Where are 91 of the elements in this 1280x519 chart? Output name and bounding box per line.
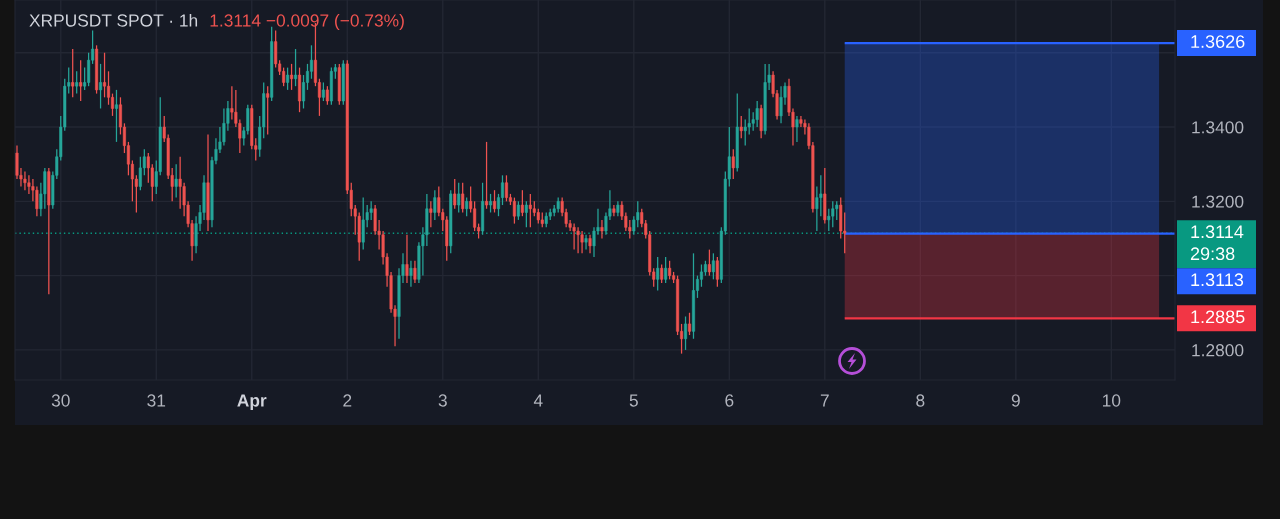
y-tick-label: 1.2800 — [1192, 344, 1244, 357]
x-tick-label: 10 — [1103, 394, 1121, 407]
candlestick — [465, 196, 469, 217]
candlestick — [831, 200, 835, 228]
candlestick — [739, 115, 743, 139]
candlestick — [99, 63, 103, 110]
candlestick — [691, 252, 695, 340]
candlestick — [636, 200, 640, 228]
candlestick — [668, 260, 672, 280]
candlestick — [138, 156, 142, 191]
candlestick — [290, 63, 294, 91]
candlestick — [759, 104, 763, 139]
candlestick — [751, 111, 755, 132]
x-tick-label: 2 — [343, 394, 352, 407]
candlestick — [361, 196, 365, 251]
candlestick — [71, 48, 75, 98]
candlestick — [146, 152, 150, 184]
data-label: 1.3626 — [1191, 35, 1245, 48]
candlestick — [715, 256, 719, 288]
candlestick — [743, 118, 747, 147]
candlestick — [294, 48, 298, 87]
candlestick — [266, 85, 270, 136]
ref-line-label: 1.3114 29:38 — [1190, 225, 1244, 261]
candlestick — [309, 44, 313, 80]
candlestick — [731, 148, 735, 180]
candlestick — [580, 230, 584, 254]
candlestick — [325, 85, 329, 106]
candlestick — [453, 178, 457, 210]
candlestick — [79, 59, 83, 102]
x-tick-label: 9 — [1011, 394, 1020, 407]
candlestick — [174, 163, 178, 199]
candlestick — [321, 81, 325, 102]
candlestick — [656, 256, 660, 292]
candlestick — [664, 256, 668, 284]
candlestick — [795, 115, 799, 143]
candlestick — [779, 85, 783, 124]
x-tick-label: 31 — [147, 394, 166, 407]
candlestick — [413, 260, 417, 284]
candlestick — [711, 252, 715, 280]
candlestick — [500, 174, 504, 206]
candlestick — [461, 182, 465, 214]
candlestick — [405, 234, 409, 284]
candlestick — [588, 234, 592, 254]
candlestick — [23, 170, 27, 191]
data-label: 1.2885 — [1191, 310, 1245, 324]
candlestick — [107, 70, 111, 106]
candlestick — [684, 315, 688, 351]
candlestick — [688, 312, 692, 336]
candlestick — [516, 200, 520, 221]
y-tick-label: 1.3200 — [1192, 195, 1244, 208]
candlestick — [409, 260, 413, 288]
x-tick-label: 5 — [629, 394, 638, 407]
candlestick — [520, 189, 524, 217]
y-tick-label: 1.3400 — [1192, 121, 1244, 134]
candlestick — [429, 200, 433, 228]
candlestick — [835, 200, 839, 221]
x-tick-label: Apr — [237, 394, 267, 411]
candlestick — [628, 219, 632, 240]
candlestick — [707, 248, 711, 277]
x-tick-label: 3 — [438, 394, 447, 407]
candlestick — [282, 66, 286, 87]
candlestick — [286, 66, 290, 91]
candlestick — [489, 193, 493, 214]
candlestick — [485, 141, 489, 210]
candlestick — [572, 222, 576, 251]
x-tick-label: 30 — [51, 394, 70, 407]
candlestick — [504, 174, 508, 202]
x-tick-label: 6 — [725, 394, 734, 407]
text: 1.3114 −0.0097 (−0.73%) — [210, 13, 404, 31]
candlestick — [103, 52, 107, 98]
candlestick — [755, 100, 759, 128]
candlestick — [457, 182, 461, 214]
x-tick-label: 8 — [916, 394, 925, 407]
candlestick — [576, 226, 580, 254]
x-tick-label: 4 — [533, 394, 543, 407]
x-tick-label: 7 — [820, 394, 829, 407]
candlestick — [699, 263, 703, 288]
candlestick — [660, 263, 664, 284]
candlestick — [584, 234, 588, 251]
candlestick — [114, 89, 118, 143]
candlestick — [524, 200, 528, 228]
candlestick — [301, 74, 306, 110]
candlestick — [528, 193, 532, 228]
candlestick — [246, 104, 250, 136]
candlestick — [600, 219, 604, 240]
text: XRPUSDT SPOT · 1h — [29, 13, 198, 27]
data-label: 1.3113 — [1191, 273, 1244, 287]
candlestick — [75, 70, 79, 95]
candlestick — [433, 189, 437, 221]
candlestick — [493, 189, 497, 214]
candlestick — [512, 196, 516, 225]
